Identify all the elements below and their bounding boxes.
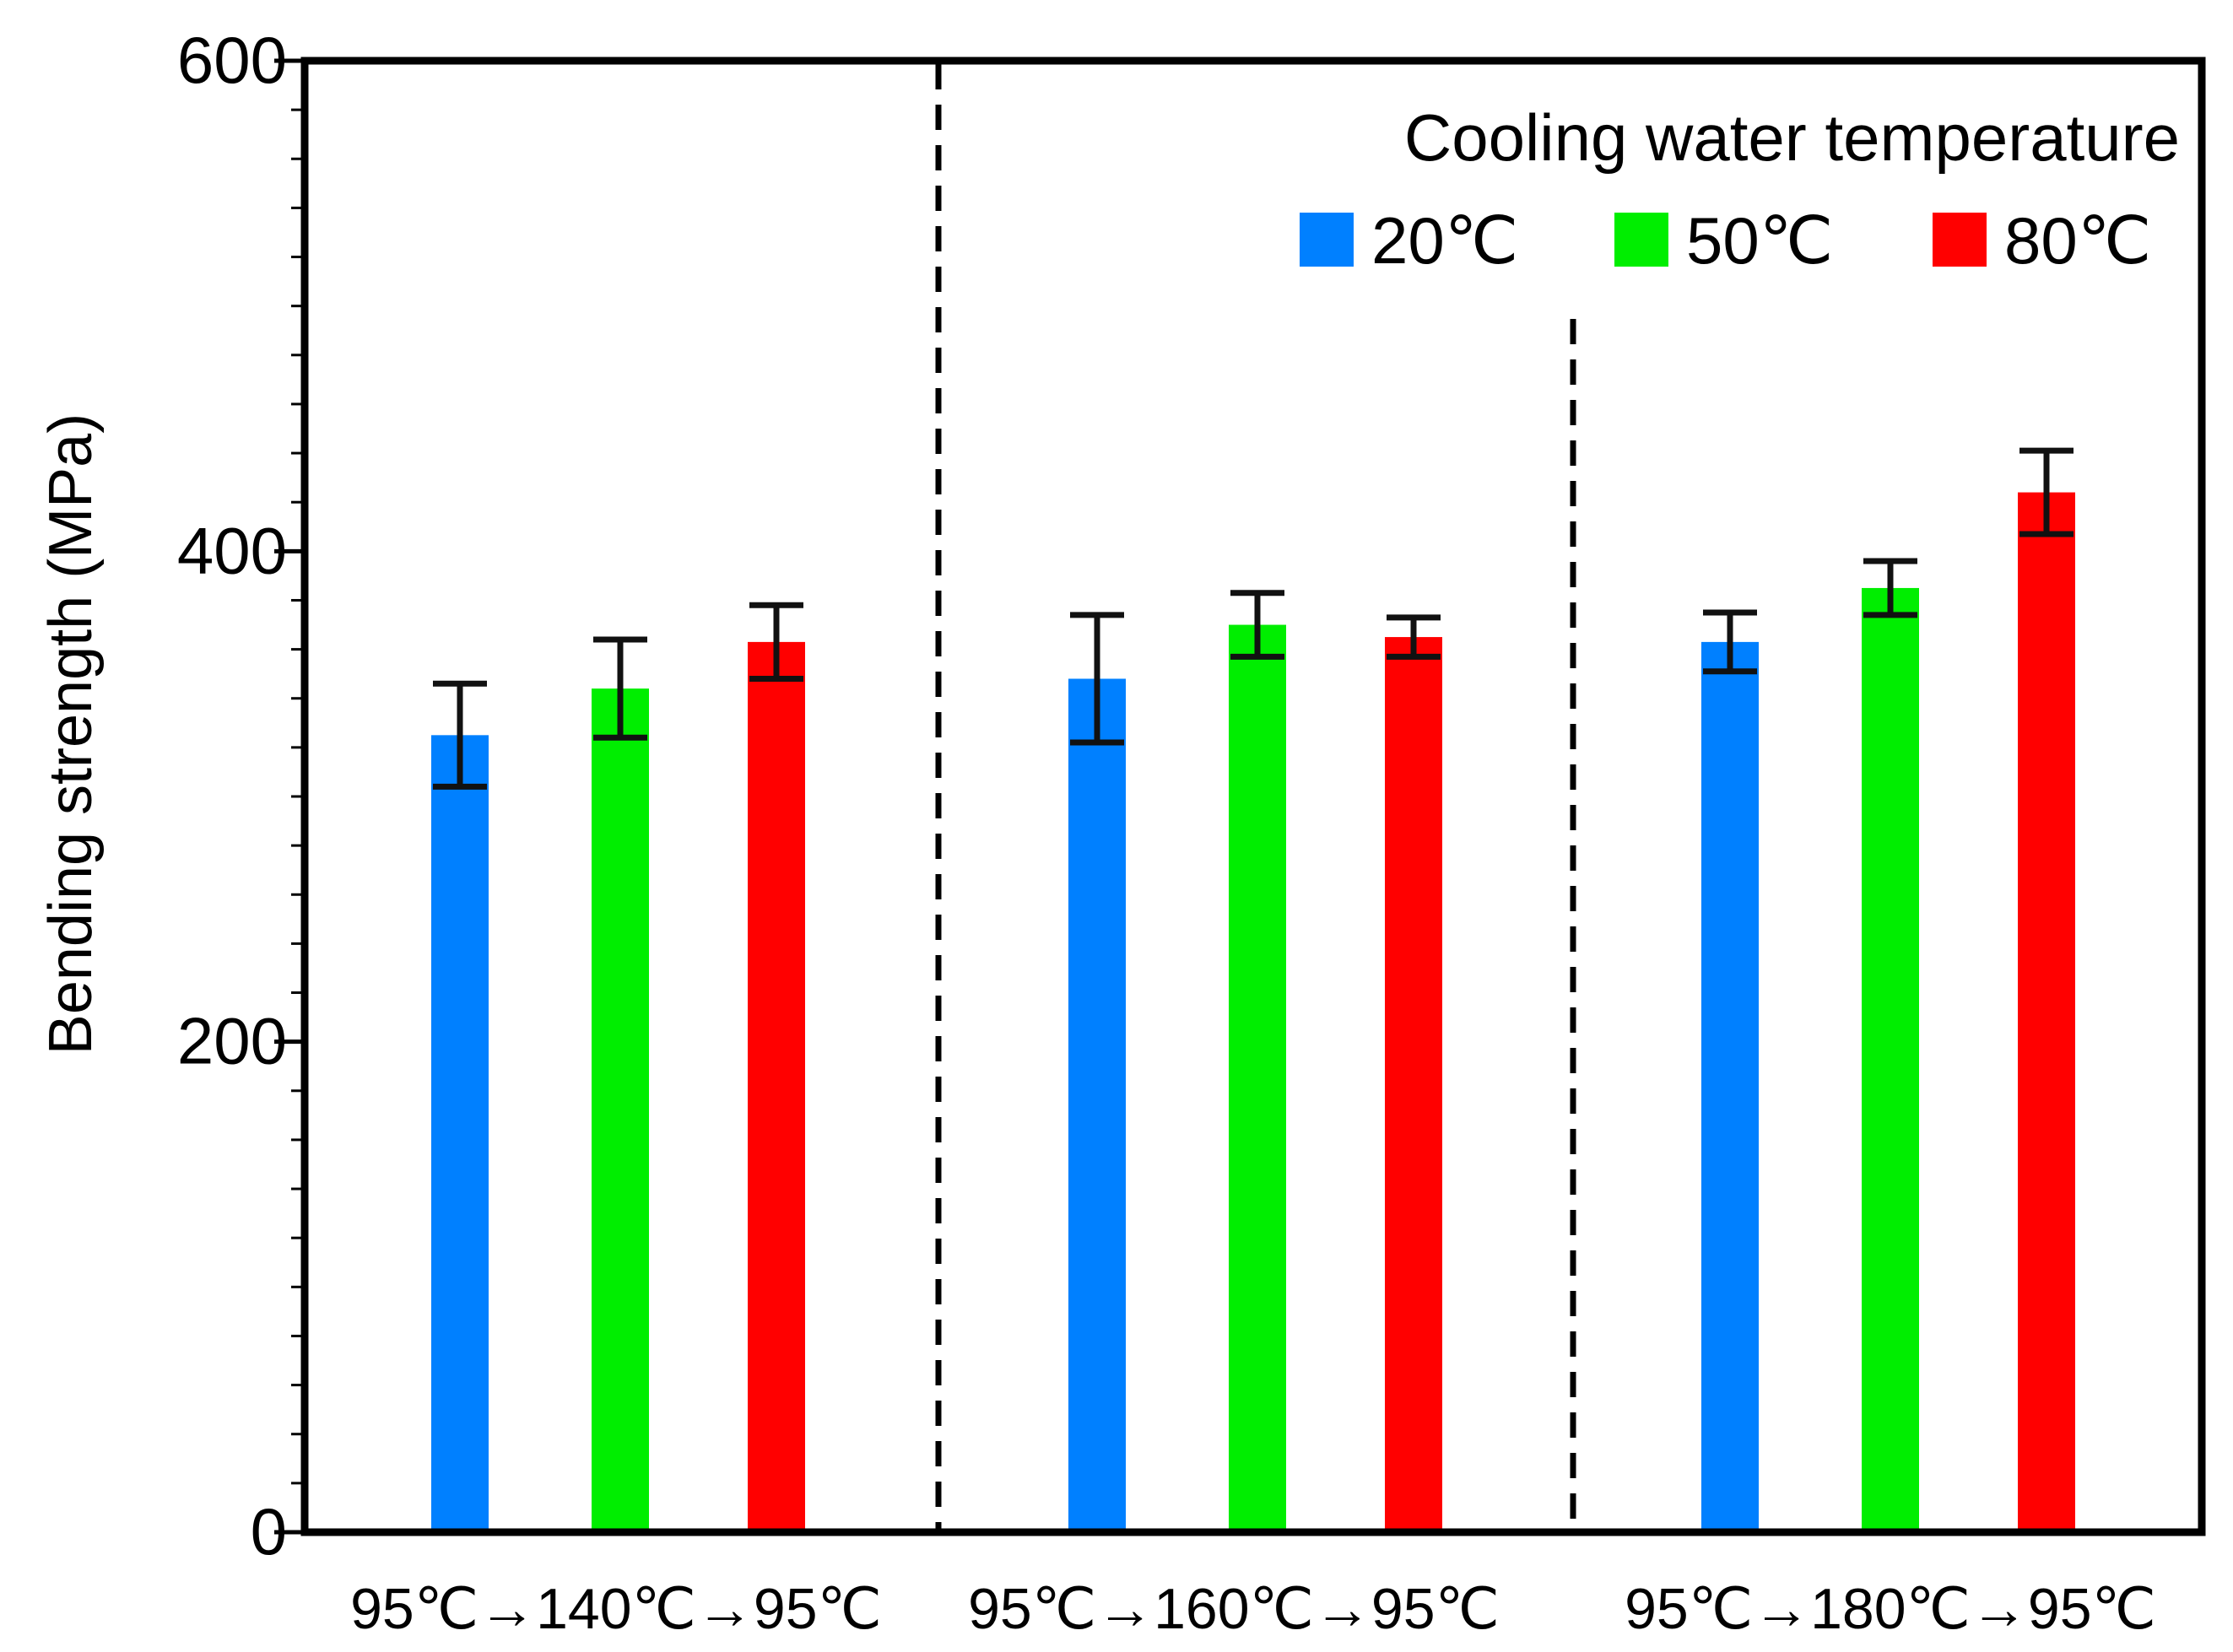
x-tick-label: 95℃→180℃→95℃ <box>1625 1577 2156 1641</box>
bar-80-group-3 <box>2018 492 2075 1533</box>
legend-swatch-80 <box>1933 213 1987 267</box>
legend-swatch-20 <box>1300 213 1354 267</box>
y-tick-label: 0 <box>251 1494 287 1568</box>
y-tick-label: 400 <box>177 513 287 587</box>
bar-20-group-1 <box>431 735 489 1532</box>
legend-label-80: 80℃ <box>2004 203 2151 278</box>
plot-frame <box>300 57 2206 1536</box>
x-tick-label: 95℃→160℃→95℃ <box>968 1577 1500 1641</box>
bars <box>431 492 2075 1533</box>
y-tick-label: 200 <box>177 1004 287 1078</box>
group-separators <box>935 64 1576 1529</box>
y-tick-labels: 0 200 400 600 <box>177 23 287 1568</box>
error-bars <box>433 447 2074 790</box>
legend-items: 20℃ 50℃ 80℃ <box>1300 203 2151 278</box>
bar-20-group-2 <box>1068 678 1126 1532</box>
y-axis-ticks <box>274 58 305 1535</box>
bar-50-group-3 <box>1862 587 1919 1532</box>
legend-swatch-50 <box>1614 213 1668 267</box>
bar-50-group-1 <box>592 688 649 1532</box>
y-tick-label: 600 <box>177 23 287 97</box>
x-tick-labels: 95℃→140℃→95℃ 95℃→160℃→95℃ 95℃→180℃→95℃ <box>350 1577 2156 1641</box>
y-axis-label: Bending strength (MPa) <box>37 413 105 1055</box>
bar-20-group-3 <box>1701 641 1759 1532</box>
legend-label-50: 50℃ <box>1686 203 1833 278</box>
bar-80-group-1 <box>748 641 805 1532</box>
legend: Cooling water temperature 20℃ 50℃ 80℃ <box>1300 100 2180 278</box>
legend-title: Cooling water temperature <box>1404 100 2180 175</box>
bar-80-group-2 <box>1385 637 1442 1532</box>
bar-50-group-2 <box>1229 624 1286 1532</box>
legend-label-20: 20℃ <box>1371 203 1518 278</box>
x-tick-label: 95℃→140℃→95℃ <box>350 1577 882 1641</box>
